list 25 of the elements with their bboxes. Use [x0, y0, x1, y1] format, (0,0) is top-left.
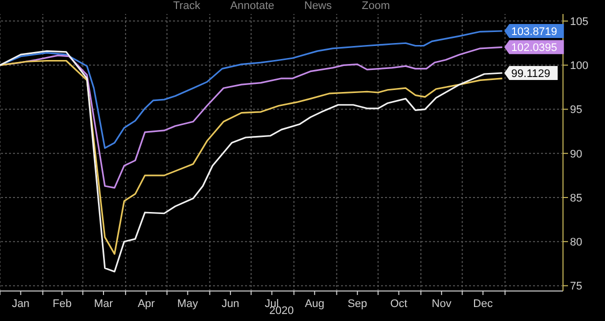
text: News — [304, 0, 332, 12]
text: Zoom — [362, 0, 390, 12]
y-tick-label: 85 — [570, 192, 582, 204]
data-label: 103.8719 — [511, 26, 558, 38]
text: Annotate — [230, 0, 274, 12]
text: Track — [173, 0, 200, 12]
x-tick-label: Apr — [138, 298, 156, 310]
x-tick-label: Mar — [94, 298, 114, 310]
y-tick-label: 100 — [570, 60, 588, 72]
x-tick-label: Nov — [432, 298, 452, 310]
y-tick-label: 90 — [570, 148, 582, 160]
y-tick-label: 80 — [570, 236, 582, 249]
x-tick-label: May — [177, 298, 199, 310]
x-tick-label: Jan — [12, 298, 30, 310]
y-tick-label: 105 — [570, 16, 588, 28]
y-tick-label: 95 — [570, 104, 582, 116]
x-tick-label: Dec — [473, 298, 494, 310]
y-tick-label: 75 — [570, 280, 582, 293]
x-tick-label: Sep — [348, 298, 368, 310]
x-tick-label: Oct — [390, 298, 408, 310]
data-label: 99.1129 — [511, 68, 550, 80]
x-tick-label: Feb — [52, 298, 72, 310]
x-tick-label: Aug — [304, 298, 324, 310]
data-label: 102.0395 — [511, 42, 558, 54]
x-tick-label: Jun — [222, 298, 240, 310]
